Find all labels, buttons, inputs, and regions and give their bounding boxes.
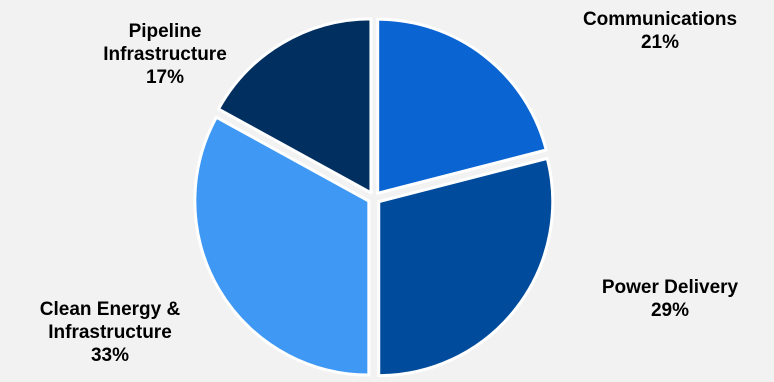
slice-label-power-delivery: Power Delivery 29% (570, 276, 770, 322)
pie-slice-power-delivery (377, 156, 555, 378)
slice-label-name-line-2: Infrastructure (103, 44, 227, 65)
slice-label-name: Communications (582, 9, 738, 30)
slice-label-percent: 17% (145, 67, 185, 88)
pie-slice-communications (376, 17, 548, 195)
pie-slice-pipeline-infrastructure (216, 17, 373, 195)
slice-label-name-line-1: Clean Energy & (39, 299, 181, 320)
slice-label-name: Power Delivery (601, 277, 739, 298)
slice-label-name-line-2: Infrastructure (48, 322, 172, 343)
pie-slice-clean-energy-infrastructure (193, 115, 371, 377)
slice-label-percent: 29% (650, 300, 690, 321)
slice-label-pipeline-infrastructure: Pipeline Infrastructure 17% (75, 20, 255, 89)
slice-label-communications: Communications 21% (560, 8, 760, 54)
slice-label-percent: 21% (640, 32, 680, 53)
slice-label-percent: 33% (90, 345, 130, 366)
slice-label-clean-energy-infrastructure: Clean Energy & Infrastructure 33% (2, 298, 218, 367)
slice-label-name-line-1: Pipeline (128, 21, 202, 42)
